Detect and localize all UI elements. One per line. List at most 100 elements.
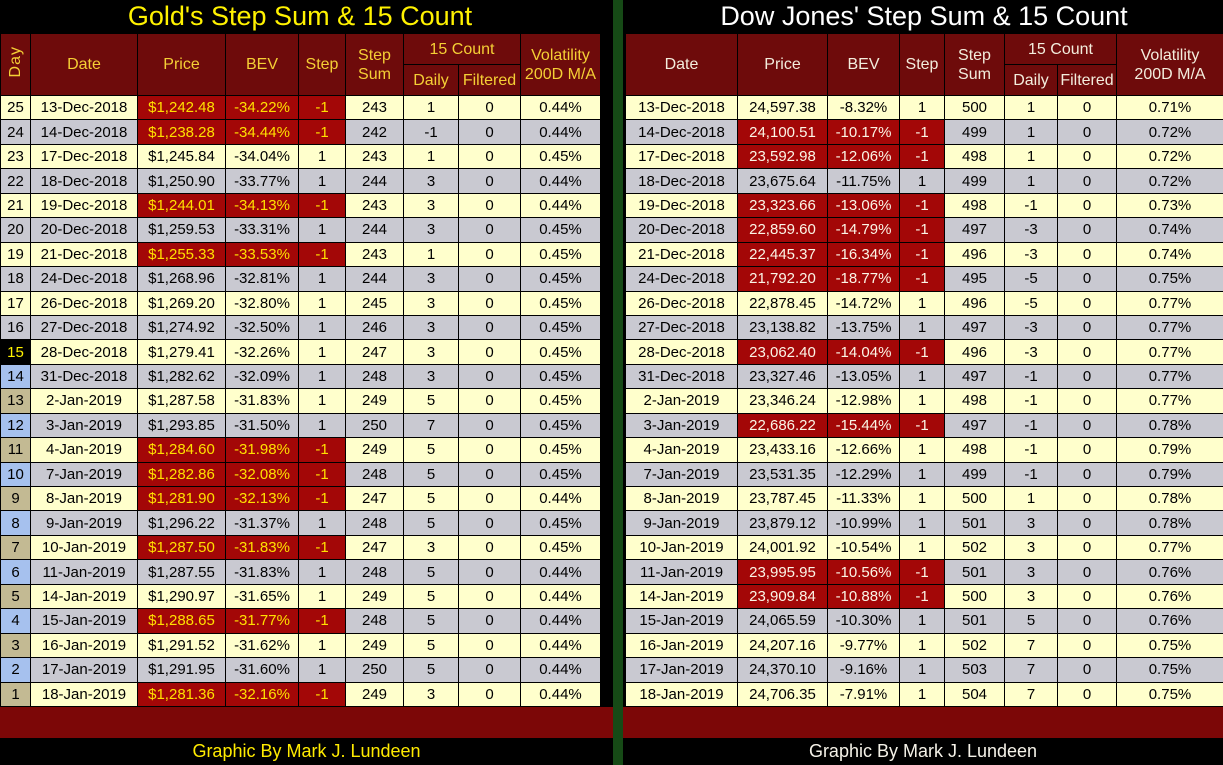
table-row: 4 15-Jan-2019 $1,288.65 -31.77% -1 248 5 0 0.44% <box>0 608 601 634</box>
cell-step: 1 <box>298 314 346 341</box>
cell-volatility: 0.72% <box>1116 119 1223 145</box>
cell-step: 1 <box>899 510 945 536</box>
cell-step: 1 <box>298 559 346 585</box>
cell-step_sum: 249 <box>345 437 404 463</box>
cell-date: 15-Jan-2019 <box>625 608 738 634</box>
cell-date: 16-Jan-2019 <box>30 632 138 659</box>
cell-step: 1 <box>298 412 346 439</box>
cell-price: $1,245.84 <box>137 143 226 170</box>
column-header-price: Price <box>737 33 828 96</box>
cell-date: 11-Jan-2019 <box>625 559 738 585</box>
column-header-price: Price <box>137 33 226 96</box>
cell-date: 2-Jan-2019 <box>30 388 138 414</box>
cell-price: $1,291.95 <box>137 657 226 683</box>
cell-day: 14 <box>0 363 31 390</box>
cell-volatility: 0.79% <box>1116 461 1223 488</box>
cell-daily: 1 <box>1004 168 1058 194</box>
cell-day: 6 <box>0 559 31 585</box>
cell-daily: 1 <box>403 241 459 268</box>
cell-filtered: 0 <box>458 119 521 145</box>
cell-date: 11-Jan-2019 <box>30 559 138 585</box>
cell-step: 1 <box>899 388 945 414</box>
cell-daily: 7 <box>1004 681 1058 707</box>
cell-step: -1 <box>298 681 346 707</box>
cell-step_sum: 244 <box>345 266 404 292</box>
cell-bev: -32.50% <box>225 314 299 341</box>
cell-filtered: 0 <box>1057 681 1117 707</box>
cell-step_sum: 500 <box>944 94 1005 121</box>
cell-filtered: 0 <box>1057 143 1117 170</box>
cell-date: 3-Jan-2019 <box>30 412 138 439</box>
cell-filtered: 0 <box>458 681 521 707</box>
cell-step: 1 <box>298 217 346 243</box>
cell-step_sum: 250 <box>345 657 404 683</box>
table-row: 13 2-Jan-2019 $1,287.58 -31.83% 1 249 5 0 0.45% <box>0 388 601 414</box>
cell-step_sum: 248 <box>345 461 404 488</box>
cell-date: 16-Jan-2019 <box>625 632 738 659</box>
cell-date: 7-Jan-2019 <box>30 461 138 488</box>
cell-step: -1 <box>899 559 945 585</box>
header-line-200d-ma: 200D M/A <box>524 65 597 83</box>
cell-day: 4 <box>0 608 31 634</box>
cell-daily: 5 <box>403 657 459 683</box>
cell-filtered: 0 <box>1057 241 1117 268</box>
cell-step: -1 <box>899 583 945 610</box>
cell-daily: 7 <box>403 412 459 439</box>
cell-filtered: 0 <box>458 94 521 121</box>
cell-volatility: 0.44% <box>520 632 601 659</box>
column-header-step: Step <box>298 33 346 96</box>
cell-volatility: 0.72% <box>1116 168 1223 194</box>
cell-step_sum: 502 <box>944 534 1005 561</box>
cell-daily: -3 <box>1004 339 1058 365</box>
cell-step_sum: 244 <box>345 217 404 243</box>
cell-step: 1 <box>298 657 346 683</box>
cell-step_sum: 243 <box>345 192 404 219</box>
cell-step: 1 <box>899 314 945 341</box>
cell-bev: -31.65% <box>225 583 299 610</box>
table-row: 25 13-Dec-2018 $1,242.48 -34.22% -1 243 1 0 0.44… <box>0 94 601 121</box>
cell-date: 14-Jan-2019 <box>625 583 738 610</box>
cell-bev: -18.77% <box>827 266 900 292</box>
cell-date: 9-Jan-2019 <box>625 510 738 536</box>
cell-date: 28-Dec-2018 <box>625 339 738 365</box>
footer-bar <box>623 707 1223 738</box>
column-header-volatility: Volatility 200D M/A <box>520 33 601 96</box>
cell-filtered: 0 <box>458 314 521 341</box>
cell-filtered: 0 <box>1057 94 1117 121</box>
cell-step_sum: 243 <box>345 94 404 121</box>
cell-filtered: 0 <box>458 388 521 414</box>
cell-price: 22,878.45 <box>737 290 828 316</box>
cell-date: 27-Dec-2018 <box>625 314 738 341</box>
column-header-date: Date <box>625 33 738 96</box>
cell-bev: -31.62% <box>225 632 299 659</box>
cell-step_sum: 248 <box>345 559 404 585</box>
cell-step: -1 <box>298 192 346 219</box>
cell-volatility: 0.77% <box>1116 314 1223 341</box>
cell-step_sum: 247 <box>345 485 404 512</box>
table-row: 17-Dec-2018 23,592.98 -12.06% -1 498 1 0 0.72% <box>625 143 1223 170</box>
cell-step_sum: 497 <box>944 363 1005 390</box>
cell-daily: 3 <box>1004 559 1058 585</box>
cell-volatility: 0.45% <box>520 363 601 390</box>
cell-bev: -31.37% <box>225 510 299 536</box>
cell-daily: -1 <box>1004 192 1058 219</box>
table-row: 18 24-Dec-2018 $1,268.96 -32.81% 1 244 3 0 0.45% <box>0 266 601 292</box>
cell-filtered: 0 <box>1057 266 1117 292</box>
cell-volatility: 0.44% <box>520 94 601 121</box>
cell-volatility: 0.45% <box>520 339 601 365</box>
cell-volatility: 0.78% <box>1116 412 1223 439</box>
cell-price: 23,346.24 <box>737 388 828 414</box>
cell-daily: 3 <box>1004 583 1058 610</box>
cell-date: 10-Jan-2019 <box>30 534 138 561</box>
cell-volatility: 0.45% <box>520 314 601 341</box>
dow-table-body: 13-Dec-2018 24,597.38 -8.32% 1 500 1 0 0.71% 14-… <box>625 94 1223 707</box>
cell-daily: 1 <box>403 143 459 170</box>
header-line-volatility: Volatility <box>531 46 590 64</box>
cell-price: 22,686.22 <box>737 412 828 439</box>
cell-bev: -31.77% <box>225 608 299 634</box>
cell-daily: -3 <box>1004 217 1058 243</box>
cell-filtered: 0 <box>1057 339 1117 365</box>
cell-volatility: 0.77% <box>1116 363 1223 390</box>
cell-date: 10-Jan-2019 <box>625 534 738 561</box>
cell-bev: -9.16% <box>827 657 900 683</box>
